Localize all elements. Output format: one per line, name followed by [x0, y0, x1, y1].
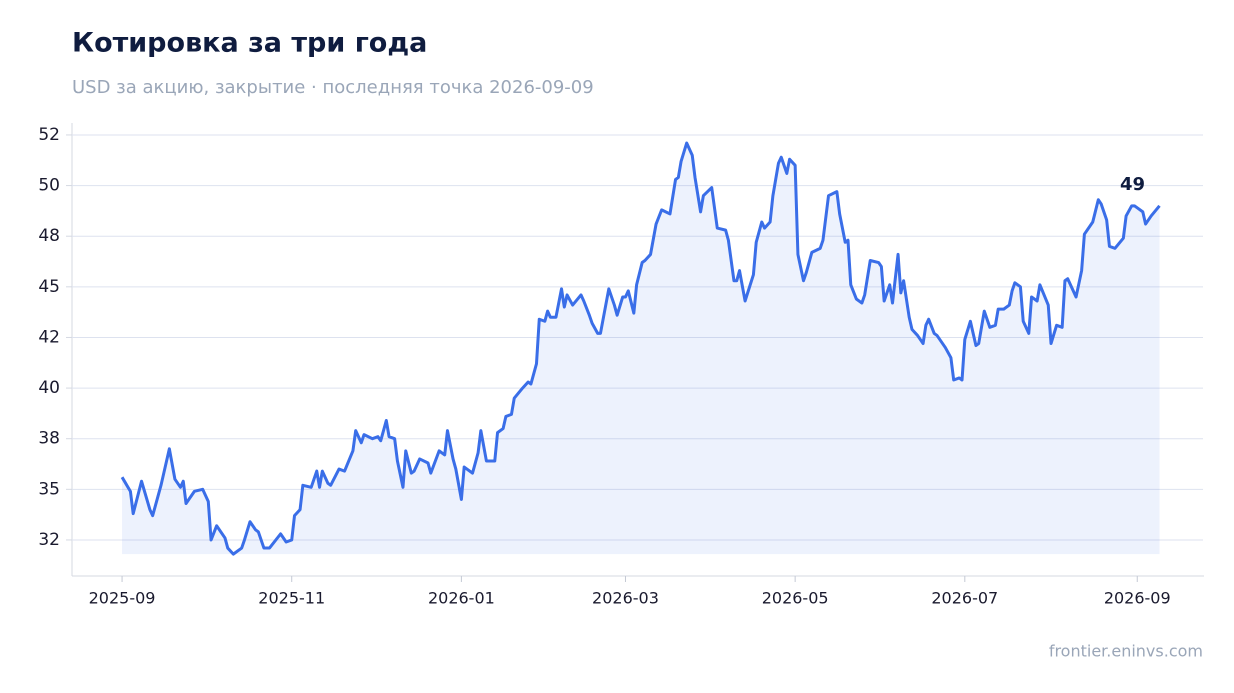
x-tick-label: 2026-05 [762, 589, 829, 608]
x-tick-label: 2026-03 [592, 589, 659, 608]
y-tick-label: 35 [38, 479, 60, 499]
y-tick-label: 45 [38, 277, 60, 297]
y-tick-label: 48 [38, 226, 60, 246]
last-value-label: 49 [1120, 174, 1145, 195]
area [122, 143, 1160, 555]
x-tick-label: 2026-09 [1104, 589, 1171, 608]
x-tick-label: 2025-09 [89, 589, 156, 608]
source: frontier.eninvs.com [1049, 642, 1203, 661]
y-tick-label: 32 [38, 530, 60, 550]
chart-title: Котировка за три года [72, 28, 427, 59]
y-tick-label: 52 [38, 125, 60, 145]
y-tick-label: 40 [38, 378, 60, 398]
chart-subtitle: USD за акцию, закрытие · последняя точка… [72, 77, 594, 98]
y-tick-label: 38 [38, 429, 60, 449]
y-tick-label: 50 [38, 176, 60, 196]
x-tick-label: 2026-07 [931, 589, 998, 608]
price-line [120, 141, 1161, 556]
x-tick-label: 2025-11 [258, 589, 325, 608]
x-tick-label: 2026-01 [428, 589, 495, 608]
y-tick-label: 42 [38, 327, 60, 347]
